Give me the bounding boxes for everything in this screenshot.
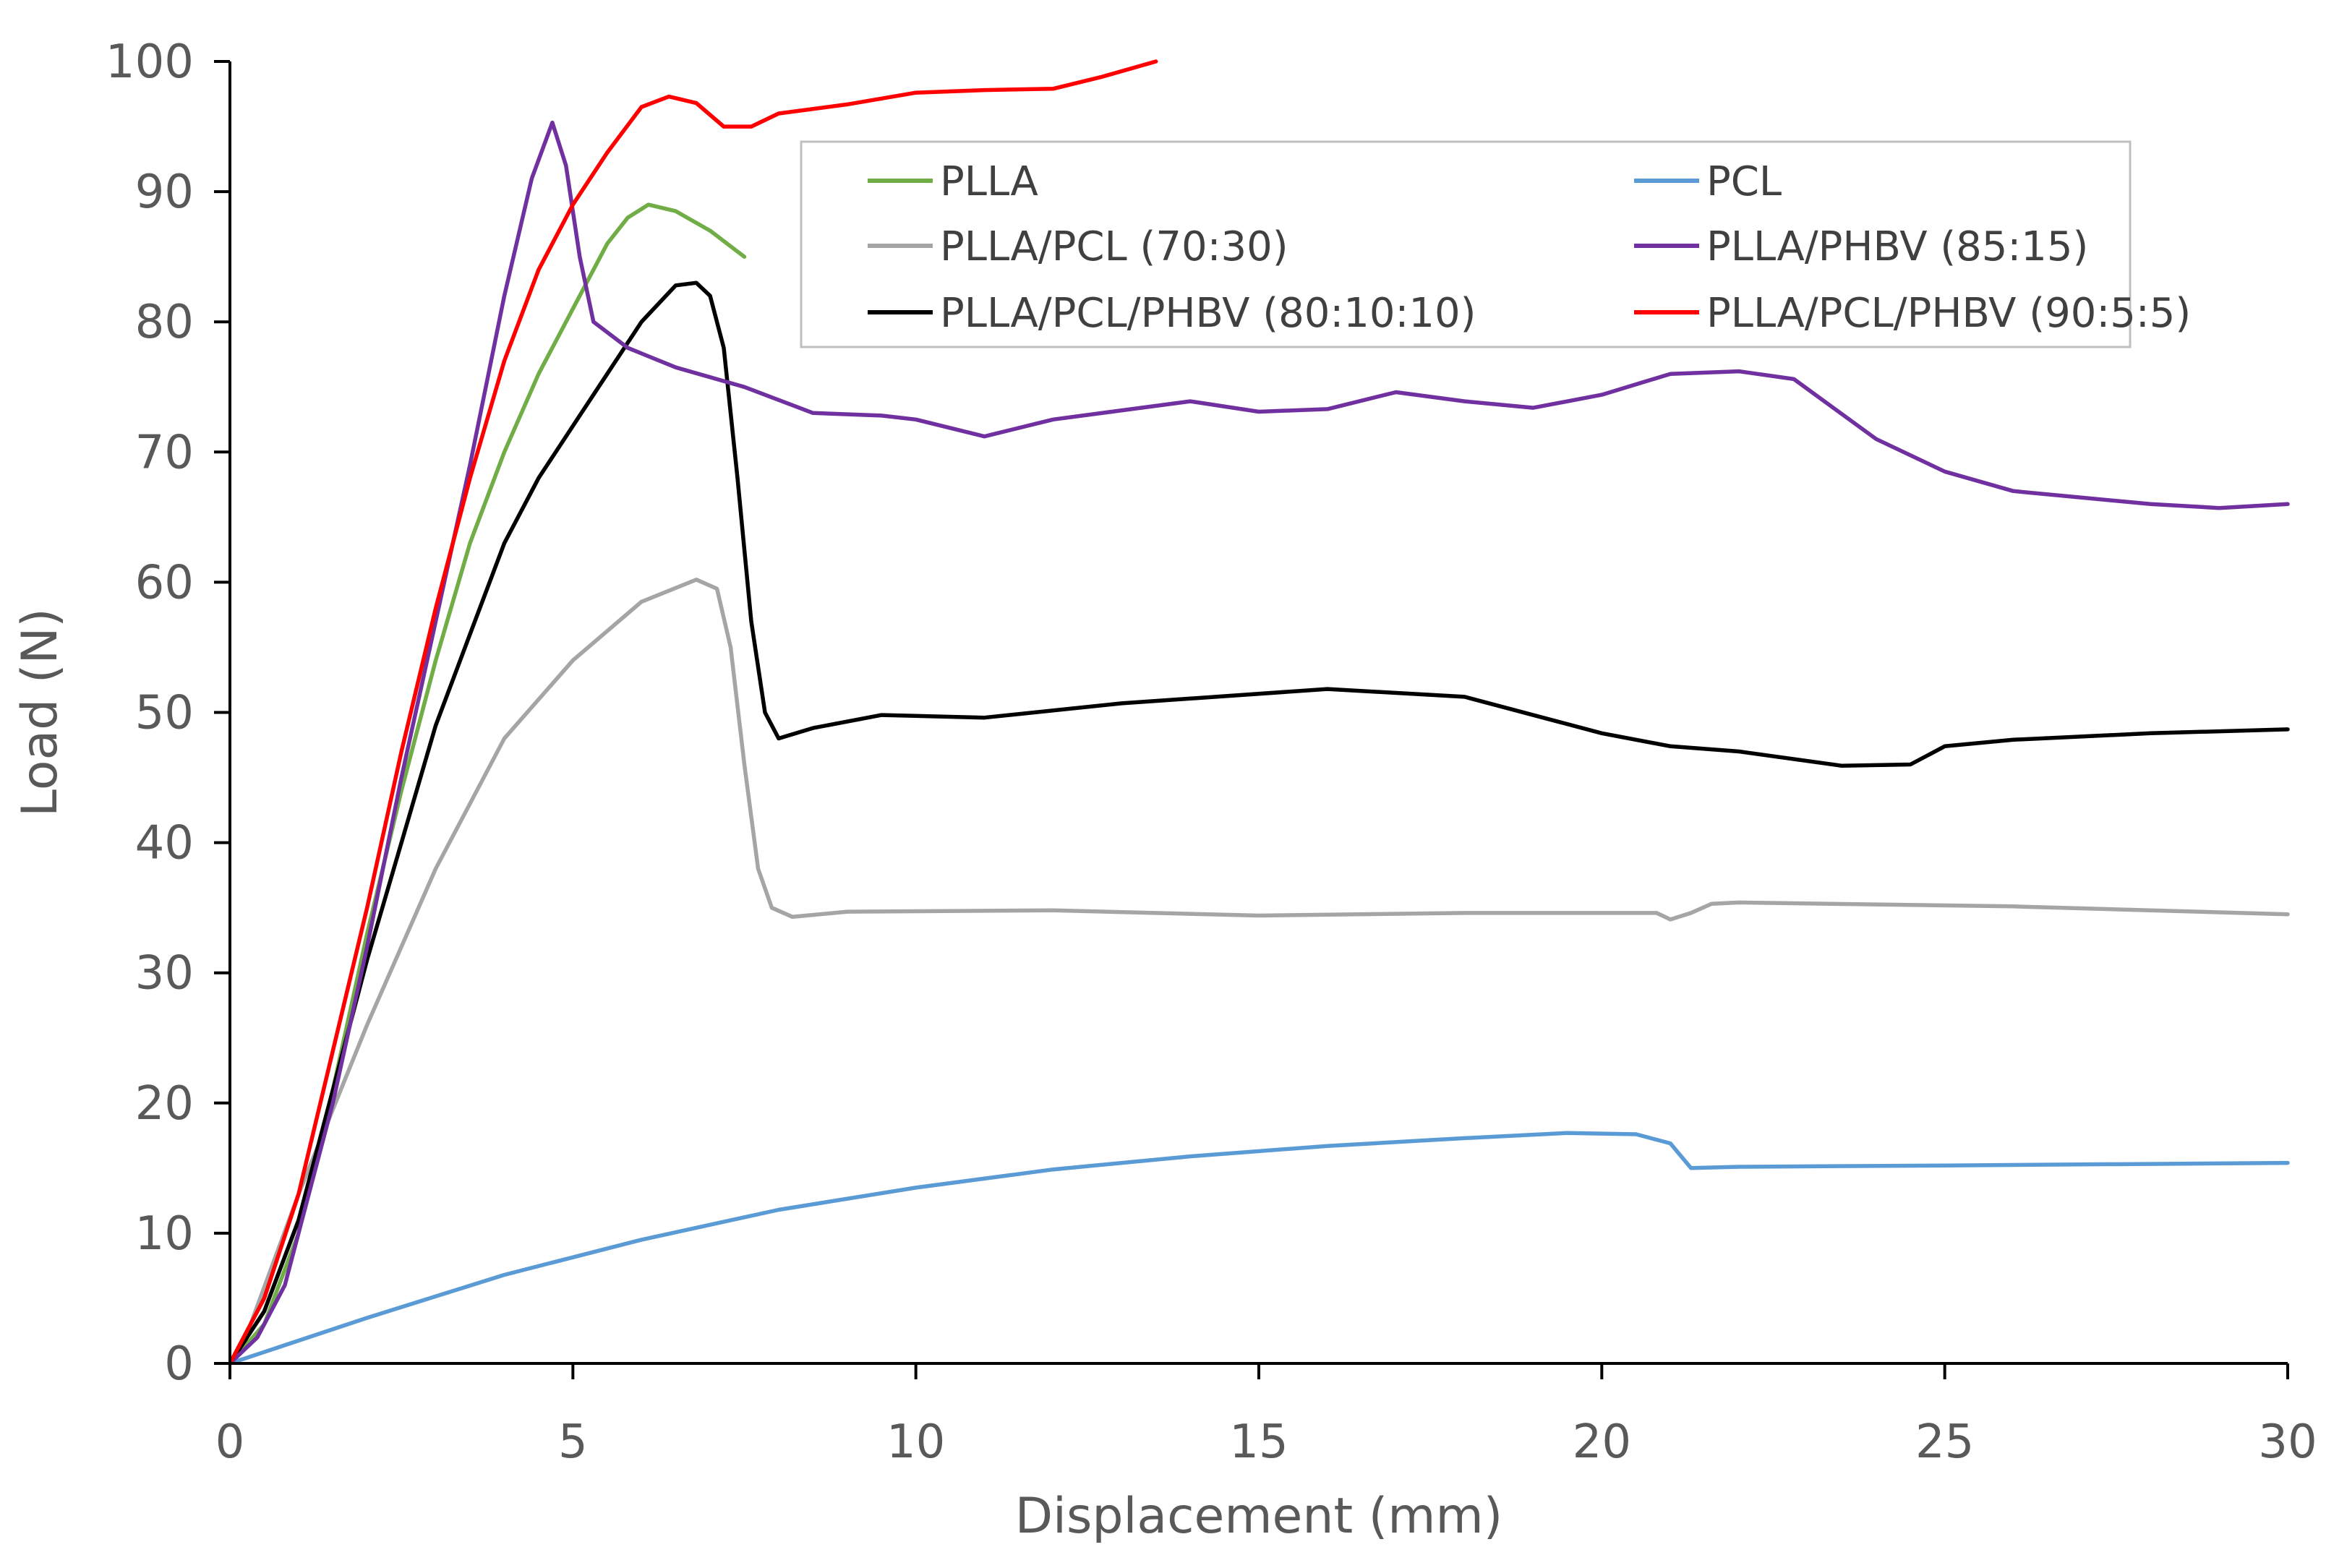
y-tick-label: 30: [135, 947, 194, 1001]
y-tick-label: 20: [135, 1077, 194, 1131]
x-tick-label: 25: [1915, 1415, 1974, 1469]
y-tick-label: 90: [135, 166, 194, 219]
y-tick-label: 0: [164, 1337, 194, 1391]
series-line-plla-pcl-phbv-80-10-10: [228, 280, 2290, 1366]
x-axis-title: Displacement (mm): [1015, 1488, 1503, 1545]
x-tick-label: 5: [558, 1415, 588, 1469]
legend-label-plla-pcl-phbv-90-5-5: PLLA/PCL/PHBV (90:5:5): [1706, 290, 2191, 337]
series-line-plla-pcl-phbv-90-5-5: [228, 59, 1158, 1366]
y-tick-label: 80: [135, 296, 194, 349]
y-tick-label: 50: [135, 687, 194, 740]
legend-label-plla-phbv-85-15: PLLA/PHBV (85:15): [1706, 223, 2088, 270]
series-line-pcl: [228, 1131, 2290, 1366]
y-tick-label: 100: [106, 35, 194, 89]
x-tick-label: 10: [886, 1415, 945, 1469]
y-tick-label: 70: [135, 426, 194, 479]
legend-label-plla-pcl-70-30: PLLA/PCL (70:30): [940, 223, 1288, 270]
y-tick-label: 10: [135, 1207, 194, 1261]
legend-label-plla-pcl-phbv-80-10-10: PLLA/PCL/PHBV (80:10:10): [940, 290, 1476, 337]
x-tick-label: 0: [215, 1415, 245, 1469]
series-line-plla-phbv-85-15: [228, 120, 2290, 1366]
x-tick-label: 20: [1573, 1415, 1631, 1469]
x-tick-label: 30: [2258, 1415, 2317, 1469]
series-layer: [228, 59, 2290, 1366]
x-tick-label: 15: [1229, 1415, 1288, 1469]
series-line-plla-pcl-70-30: [228, 578, 2290, 1366]
legend-label-plla: PLLA: [940, 158, 1038, 205]
y-tick-label: 60: [135, 556, 194, 609]
y-tick-label: 40: [135, 817, 194, 870]
y-axis-title: Load (N): [12, 608, 69, 817]
legend: PLLA PCL PLLA/PCL (70:30) PLLA/PHBV (85:15)…: [800, 140, 2191, 348]
legend-label-pcl: PCL: [1706, 158, 1782, 205]
legend-box: [800, 140, 2132, 348]
axes-layer: 0 10 20 30 40 50 60 70 80 90 100 0 5 10 15 20 25 30 Displa…: [12, 35, 2317, 1545]
